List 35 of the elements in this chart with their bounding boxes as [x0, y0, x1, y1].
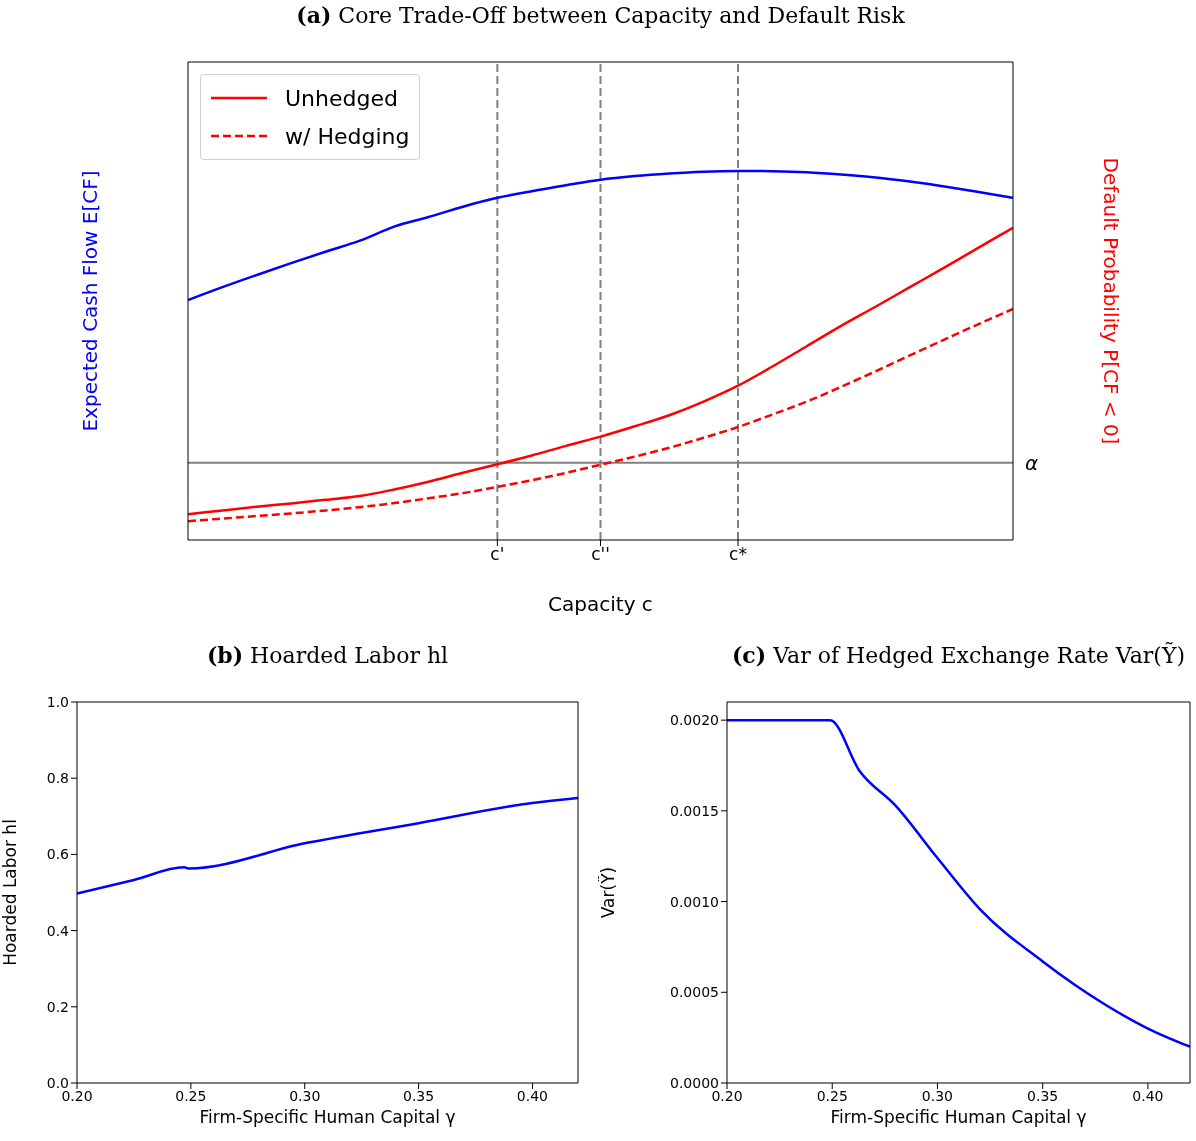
y-tick-label: 0.0020 — [670, 712, 719, 729]
x-axis-title: Firm-Specific Human Capital γ — [199, 1107, 456, 1127]
x-tick-label: 0.25 — [175, 1087, 207, 1104]
y-tick-label: 1.0 — [46, 693, 69, 710]
chart-title: (c) Var of Hedged Exchange Rate Var(Ỹ) — [730, 642, 1187, 668]
x-axis-title: Firm-Specific Human Capital γ — [830, 1107, 1087, 1127]
y-tick-label: 0.4 — [46, 922, 70, 939]
legend-label: w/ Hedging — [285, 123, 410, 149]
y-tick-label: 0.0015 — [670, 802, 719, 819]
y2-axis-title: Default Probability P[CF < 0] — [1098, 157, 1123, 445]
ref-line-label: α — [1025, 450, 1039, 475]
line-series — [77, 796, 578, 895]
y-axis-title: Expected Cash Flow E[CF] — [78, 170, 103, 432]
x-tick-label: 0.35 — [403, 1087, 435, 1104]
y-tick-label: 0.2 — [46, 998, 69, 1015]
x-axis-title: Capacity c — [548, 592, 653, 616]
x-tick-label: 0.40 — [1132, 1087, 1164, 1104]
x-tick-label: c* — [729, 544, 747, 565]
y-axis-title: Var(Ỹ) — [597, 866, 619, 919]
y-tick-label: 0.0010 — [670, 893, 719, 910]
x-tick-label: c' — [490, 544, 505, 565]
x-tick-label: c'' — [591, 544, 610, 565]
x-tick-label: 0.40 — [516, 1087, 549, 1104]
x-tick-label: 0.30 — [289, 1087, 321, 1104]
x-tick-label: 0.25 — [816, 1087, 848, 1104]
chart-title: (b) Hoarded Labor hl — [205, 642, 450, 668]
chart-title: (a) Core Trade-Off between Capacity and Default Risk — [295, 2, 906, 28]
legend-label: Unhedged — [285, 85, 398, 111]
y-axis-title: Hoarded Labor hl — [0, 819, 21, 966]
line-series — [727, 718, 1190, 1048]
y-tick-label: 0.8 — [46, 770, 69, 787]
y-tick-label: 0.6 — [46, 846, 70, 863]
x-tick-label: 0.35 — [1027, 1087, 1059, 1104]
x-tick-label: 0.30 — [921, 1087, 954, 1104]
y-tick-label: 0.0005 — [670, 984, 719, 1001]
